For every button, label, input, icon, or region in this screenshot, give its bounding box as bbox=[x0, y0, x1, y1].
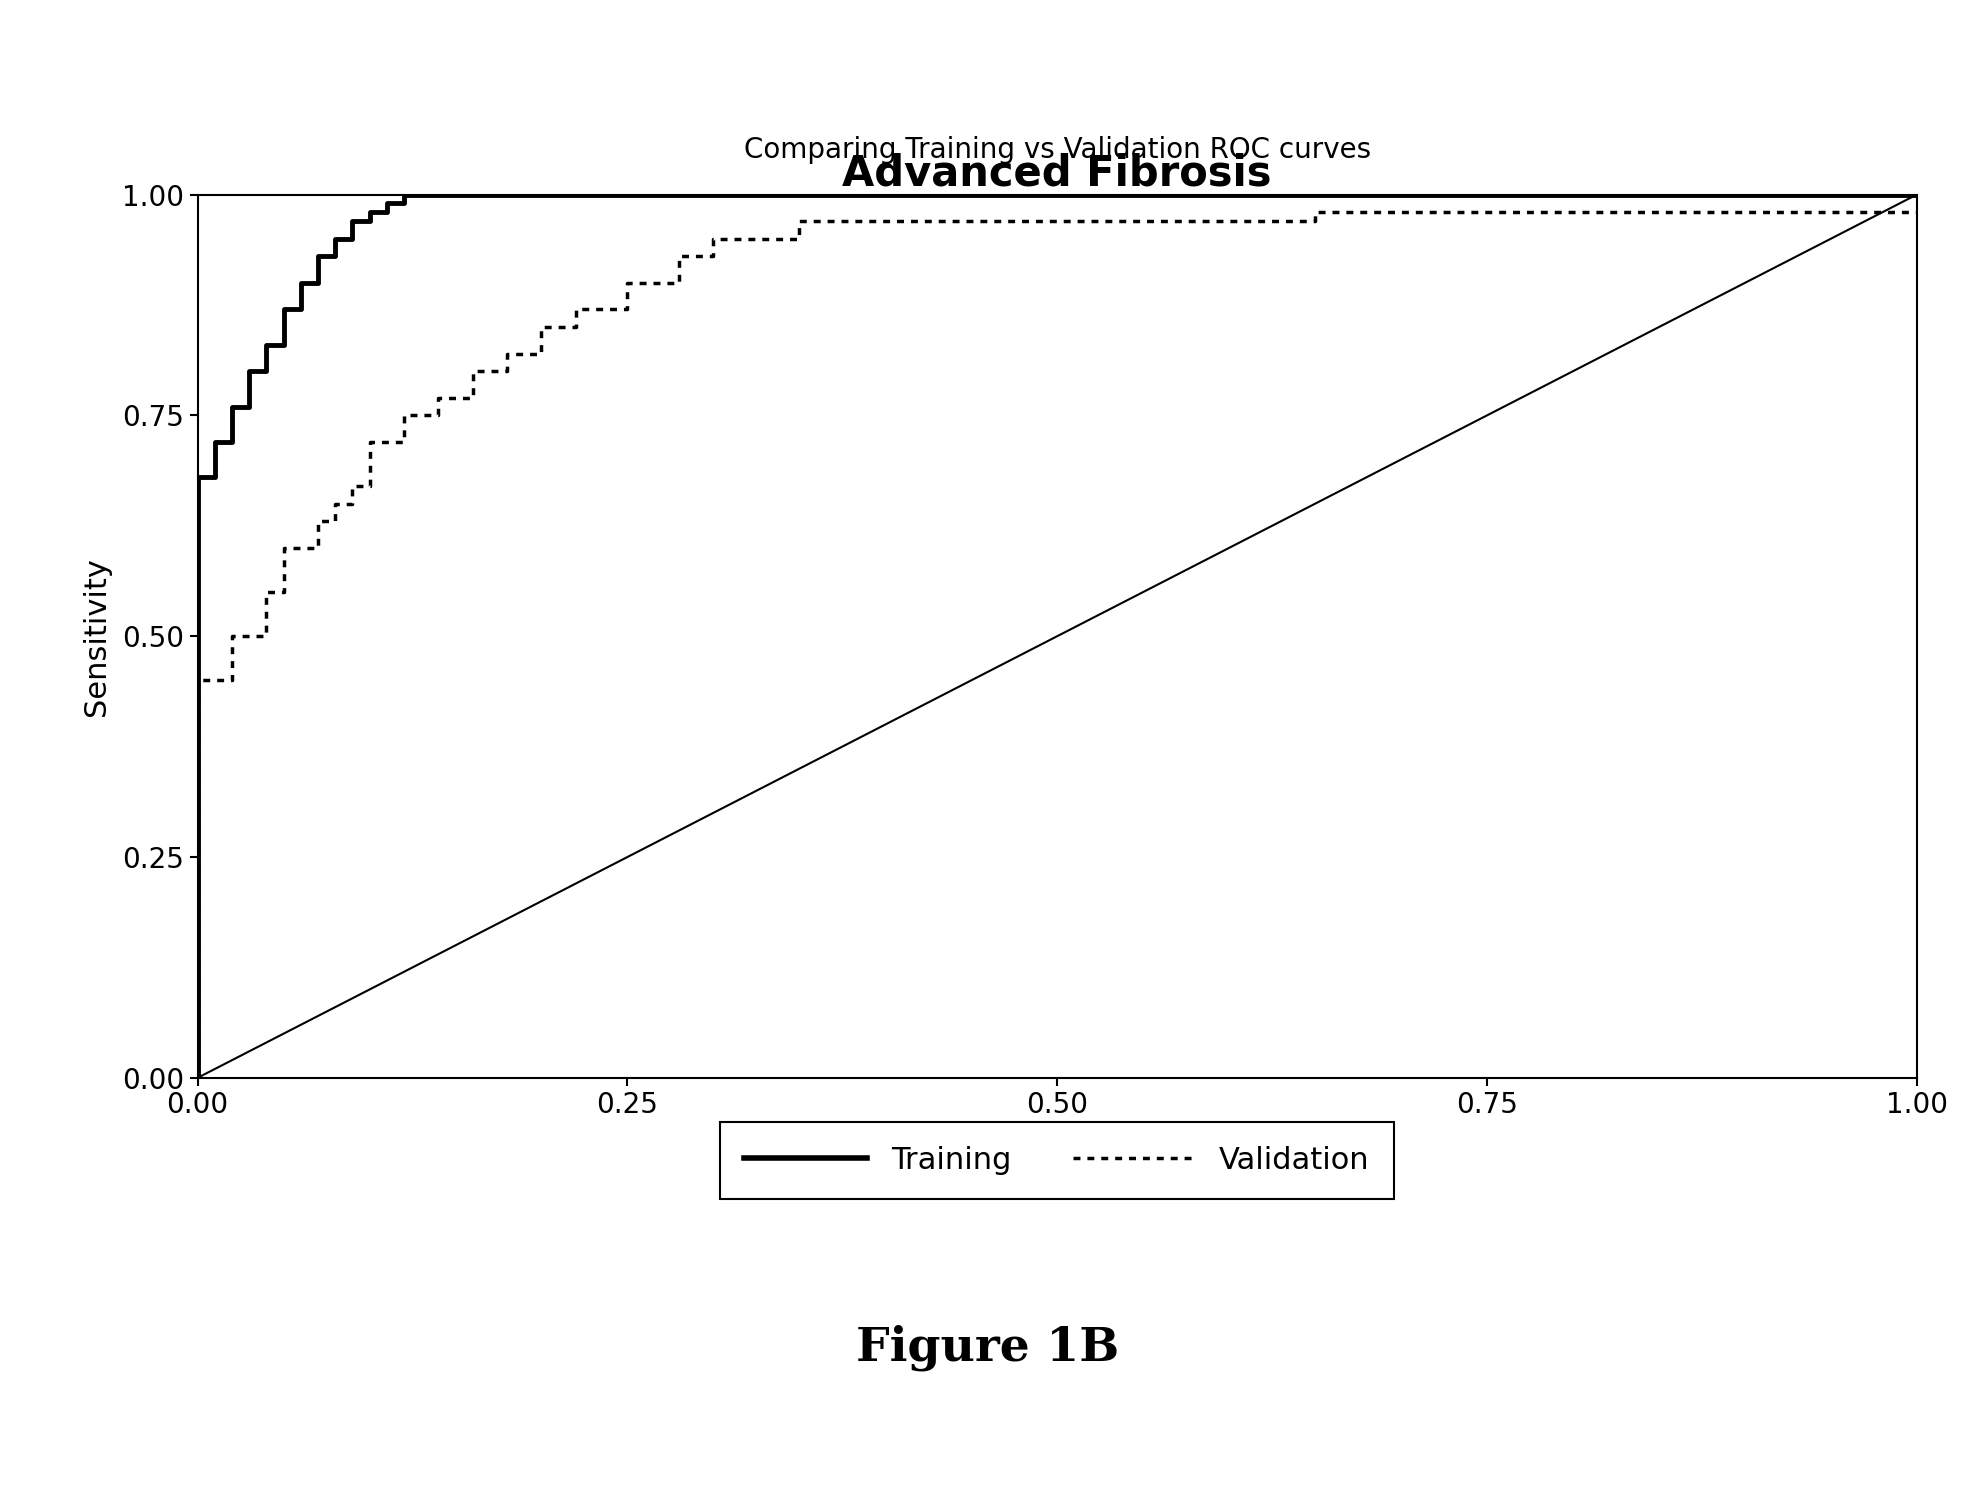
X-axis label: 1-Specificity: 1-Specificity bbox=[964, 1130, 1150, 1159]
Title: Advanced Fibrosis: Advanced Fibrosis bbox=[842, 153, 1273, 195]
Legend: Training, Validation: Training, Validation bbox=[719, 1121, 1395, 1199]
Y-axis label: Sensitivity: Sensitivity bbox=[83, 557, 111, 716]
Text: Comparing Training vs Validation ROC curves: Comparing Training vs Validation ROC cur… bbox=[743, 136, 1371, 163]
Text: Figure 1B: Figure 1B bbox=[856, 1323, 1120, 1371]
